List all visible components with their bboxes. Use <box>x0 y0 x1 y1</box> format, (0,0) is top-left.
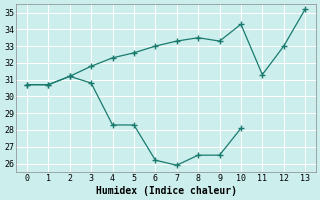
X-axis label: Humidex (Indice chaleur): Humidex (Indice chaleur) <box>96 186 236 196</box>
